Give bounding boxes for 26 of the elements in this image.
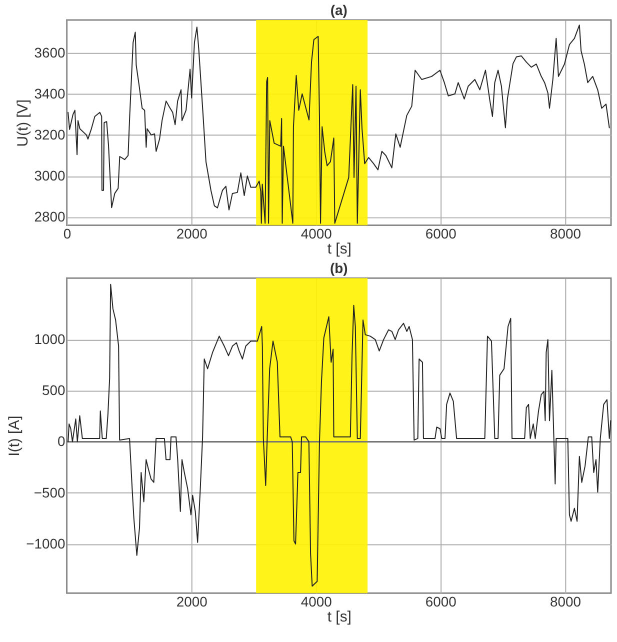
y-tick-label: 1000 (34, 330, 66, 347)
y-tick-label: 3000 (34, 167, 66, 184)
y-tick-label: 0 (58, 433, 66, 450)
chart-title: (a) (330, 2, 348, 18)
x-tick-label: 4000 (300, 226, 332, 242)
line-series (68, 24, 610, 224)
chart-title: (b) (330, 260, 348, 276)
y-tick-label: −1000 (26, 535, 66, 552)
x-tick-label: 2000 (176, 594, 208, 610)
y-tick-label: 3200 (34, 126, 66, 142)
x-axis-title: t [s] (327, 608, 352, 626)
y-axis-title: U(t) [V] (14, 99, 32, 147)
x-tick-label: 8000 (550, 594, 582, 610)
y-tick-label: 2800 (34, 208, 66, 225)
y-axis-title: I(t) [A] (6, 416, 24, 456)
x-tick-label: 6000 (425, 226, 457, 242)
y-tick-label: 3600 (34, 44, 66, 60)
y-tick-label: 3400 (34, 85, 66, 102)
y-tick-label: −500 (34, 484, 66, 500)
x-tick-label: 6000 (425, 594, 457, 610)
y-tick-label: 500 (42, 382, 66, 398)
x-axis-title: t [s] (327, 240, 352, 258)
x-tick-label: 4000 (300, 594, 332, 610)
line-series (68, 284, 612, 587)
x-tick-label: 2000 (176, 226, 208, 242)
x-tick-label: 8000 (550, 226, 582, 242)
